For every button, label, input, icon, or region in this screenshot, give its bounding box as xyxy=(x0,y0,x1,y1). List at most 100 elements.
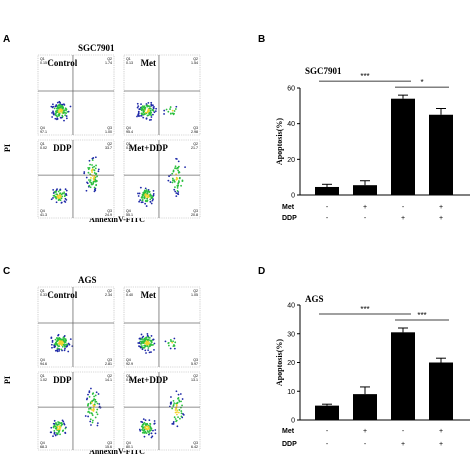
event-dot xyxy=(170,340,172,343)
y-tick-label: 20 xyxy=(287,360,295,367)
quadrant-value: 95.4 xyxy=(126,130,133,134)
event-dot xyxy=(65,117,68,120)
group-mark: - xyxy=(326,441,329,448)
bar xyxy=(353,185,377,195)
event-dot xyxy=(150,114,153,117)
event-dot xyxy=(175,192,178,194)
event-dot xyxy=(93,179,95,181)
event-dot xyxy=(138,428,141,431)
event-dot xyxy=(59,199,62,202)
event-dot xyxy=(53,432,56,435)
event-dot xyxy=(147,426,149,428)
event-dot xyxy=(98,403,101,405)
quadrant-label: Q4 xyxy=(40,441,45,445)
event-dot xyxy=(91,393,94,395)
quadrant-value: 68.3 xyxy=(40,445,47,449)
event-dot xyxy=(152,338,155,341)
event-dot xyxy=(62,111,65,114)
quadrant-value: 5.97 xyxy=(191,362,198,366)
plot-frame xyxy=(37,54,115,136)
event-dot xyxy=(176,186,179,189)
event-dot xyxy=(89,407,92,409)
group-mark: + xyxy=(439,215,443,222)
event-dot xyxy=(146,343,149,345)
event-dot xyxy=(176,184,179,187)
event-dot xyxy=(175,176,178,179)
event-dot xyxy=(137,105,140,107)
bar-chart-D: D AGS 0 10 20 30 40 Apoptosis(%) *** *** Met - + - + DD… xyxy=(258,266,470,448)
event-dot xyxy=(95,391,98,394)
event-dot xyxy=(50,426,53,429)
quadrant-value: 20.8 xyxy=(191,213,198,217)
event-dot xyxy=(163,113,165,115)
group-label: Met xyxy=(282,428,295,435)
event-dot xyxy=(65,112,67,115)
event-dot xyxy=(53,424,56,427)
event-dot xyxy=(86,397,89,400)
event-dot xyxy=(58,104,60,107)
event-dot xyxy=(93,169,96,172)
event-dot xyxy=(147,336,150,339)
event-dot xyxy=(52,422,55,425)
event-dot xyxy=(151,108,154,111)
quadrant-value: 0.40 xyxy=(126,293,133,297)
event-dot xyxy=(97,393,100,395)
quadrant-label: Q2 xyxy=(107,374,112,378)
event-dot xyxy=(148,433,150,436)
event-dot xyxy=(147,427,150,430)
event-dot xyxy=(64,431,67,434)
group-mark: - xyxy=(364,215,367,222)
cell-line-title: SGC7901 xyxy=(78,43,115,53)
event-dot xyxy=(57,110,60,113)
event-dot xyxy=(146,332,149,335)
event-dot xyxy=(179,417,181,420)
event-dot xyxy=(88,179,90,181)
significance-label: * xyxy=(420,78,423,87)
event-dot xyxy=(146,423,149,426)
event-dot xyxy=(139,346,142,349)
event-dot xyxy=(64,427,67,430)
group-mark: - xyxy=(326,428,329,435)
event-dot xyxy=(137,192,139,195)
event-dot xyxy=(91,171,94,174)
plot-frame xyxy=(37,371,115,451)
event-dot xyxy=(96,424,99,427)
event-dot xyxy=(94,167,97,170)
event-dot xyxy=(144,424,147,426)
event-dot xyxy=(141,201,144,204)
event-dot xyxy=(138,108,141,111)
quadrant-label: Q2 xyxy=(193,57,198,61)
event-dot xyxy=(95,411,98,414)
event-dot xyxy=(141,199,144,202)
quadrant-value: 1.00 xyxy=(105,130,112,134)
event-dot xyxy=(175,403,178,406)
event-dot xyxy=(150,432,153,435)
event-dot xyxy=(178,409,181,411)
quadrant-label: Q1 xyxy=(126,374,131,378)
event-dot xyxy=(172,423,175,425)
quadrant-value: 21.7 xyxy=(191,146,198,150)
event-dot xyxy=(152,429,154,432)
event-dot xyxy=(180,415,183,418)
event-dot xyxy=(149,339,152,342)
event-dot xyxy=(50,337,53,339)
event-dot xyxy=(169,181,172,184)
event-dot xyxy=(58,349,61,352)
event-dot xyxy=(144,342,147,345)
quadrant-value: 80.1 xyxy=(126,445,133,449)
event-dot xyxy=(62,341,65,344)
event-dot xyxy=(84,415,87,417)
event-dot xyxy=(178,177,181,180)
event-dot xyxy=(89,173,92,176)
group-label: DDP xyxy=(282,441,297,448)
event-dot xyxy=(174,411,177,414)
event-dot xyxy=(171,181,174,184)
event-dot xyxy=(87,168,90,171)
event-dot xyxy=(93,395,96,398)
event-dot xyxy=(59,188,62,191)
event-dot xyxy=(146,430,149,432)
group-mark: + xyxy=(439,441,443,448)
panel-letter: C xyxy=(3,266,10,277)
event-dot xyxy=(87,410,90,413)
